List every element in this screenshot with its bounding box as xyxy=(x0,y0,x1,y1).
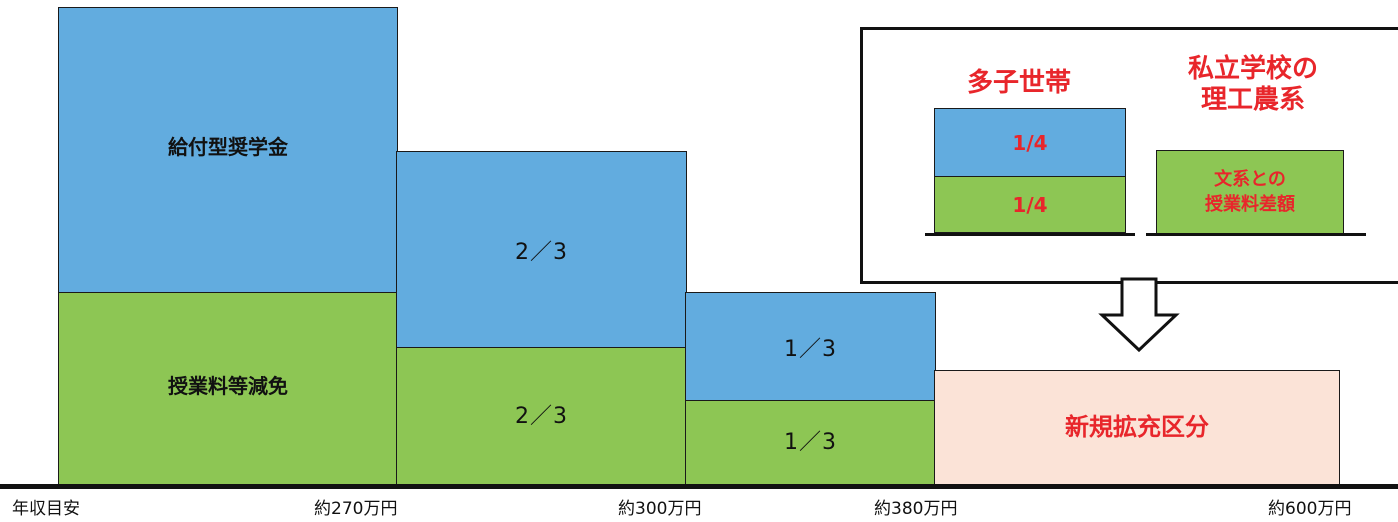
block-grant-scholarship: 給付型奨学金 xyxy=(58,7,398,294)
private-science-title-line1: 私立学校の xyxy=(1187,54,1318,84)
private-science-base-line xyxy=(1146,233,1366,236)
private-science-title: 私立学校の 理工農系 xyxy=(1143,54,1363,116)
block-new-category: 新規拡充区分 xyxy=(934,370,1340,486)
block-tier3-scholarship: 1／3 xyxy=(685,292,936,402)
grant-scholarship-label: 給付型奨学金 xyxy=(168,135,288,159)
private-science-title-line2: 理工農系 xyxy=(1200,85,1305,115)
block-tier3-tuition: 1／3 xyxy=(685,400,936,486)
multi-child-scholarship-block: 1/4 xyxy=(934,108,1126,178)
multi-child-base-line xyxy=(925,233,1135,236)
multi-child-tuition-block: 1/4 xyxy=(934,176,1126,233)
multi-child-title: 多子世帯 xyxy=(966,68,1071,98)
private-science-block: 文系との 授業料差額 xyxy=(1156,150,1344,234)
tick-label-270: 約270万円 xyxy=(314,499,398,519)
inset-callout: 多子世帯 1/4 1/4 私立学校の 理工農系 文系との 授業料差額 xyxy=(860,27,1398,284)
x-axis-baseline xyxy=(0,484,1398,489)
block-tier2-tuition: 2／3 xyxy=(396,347,687,486)
multi-child-scholarship-label: 1/4 xyxy=(1012,131,1048,155)
block-tier2-scholarship: 2／3 xyxy=(396,151,687,349)
tier2-scholarship-label: 2／3 xyxy=(515,240,568,265)
tier2-tuition-label: 2／3 xyxy=(515,403,568,429)
tick-label-600: 約600万円 xyxy=(1268,499,1352,519)
block-tuition-reduction: 授業料等減免 xyxy=(58,292,398,486)
tuition-reduction-label: 授業料等減免 xyxy=(168,373,288,398)
multi-child-tuition-label: 1/4 xyxy=(1012,192,1048,217)
private-science-block-line2: 授業料差額 xyxy=(1205,194,1295,215)
new-category-label: 新規拡充区分 xyxy=(1065,412,1209,441)
private-science-block-line1: 文系との xyxy=(1214,169,1286,190)
tick-label-380: 約380万円 xyxy=(874,499,958,519)
axis-label: 年収目安 xyxy=(12,499,80,519)
tick-label-300: 約300万円 xyxy=(618,499,702,519)
tier3-tuition-label: 1／3 xyxy=(784,430,837,455)
tier3-scholarship-label: 1／3 xyxy=(784,337,837,362)
